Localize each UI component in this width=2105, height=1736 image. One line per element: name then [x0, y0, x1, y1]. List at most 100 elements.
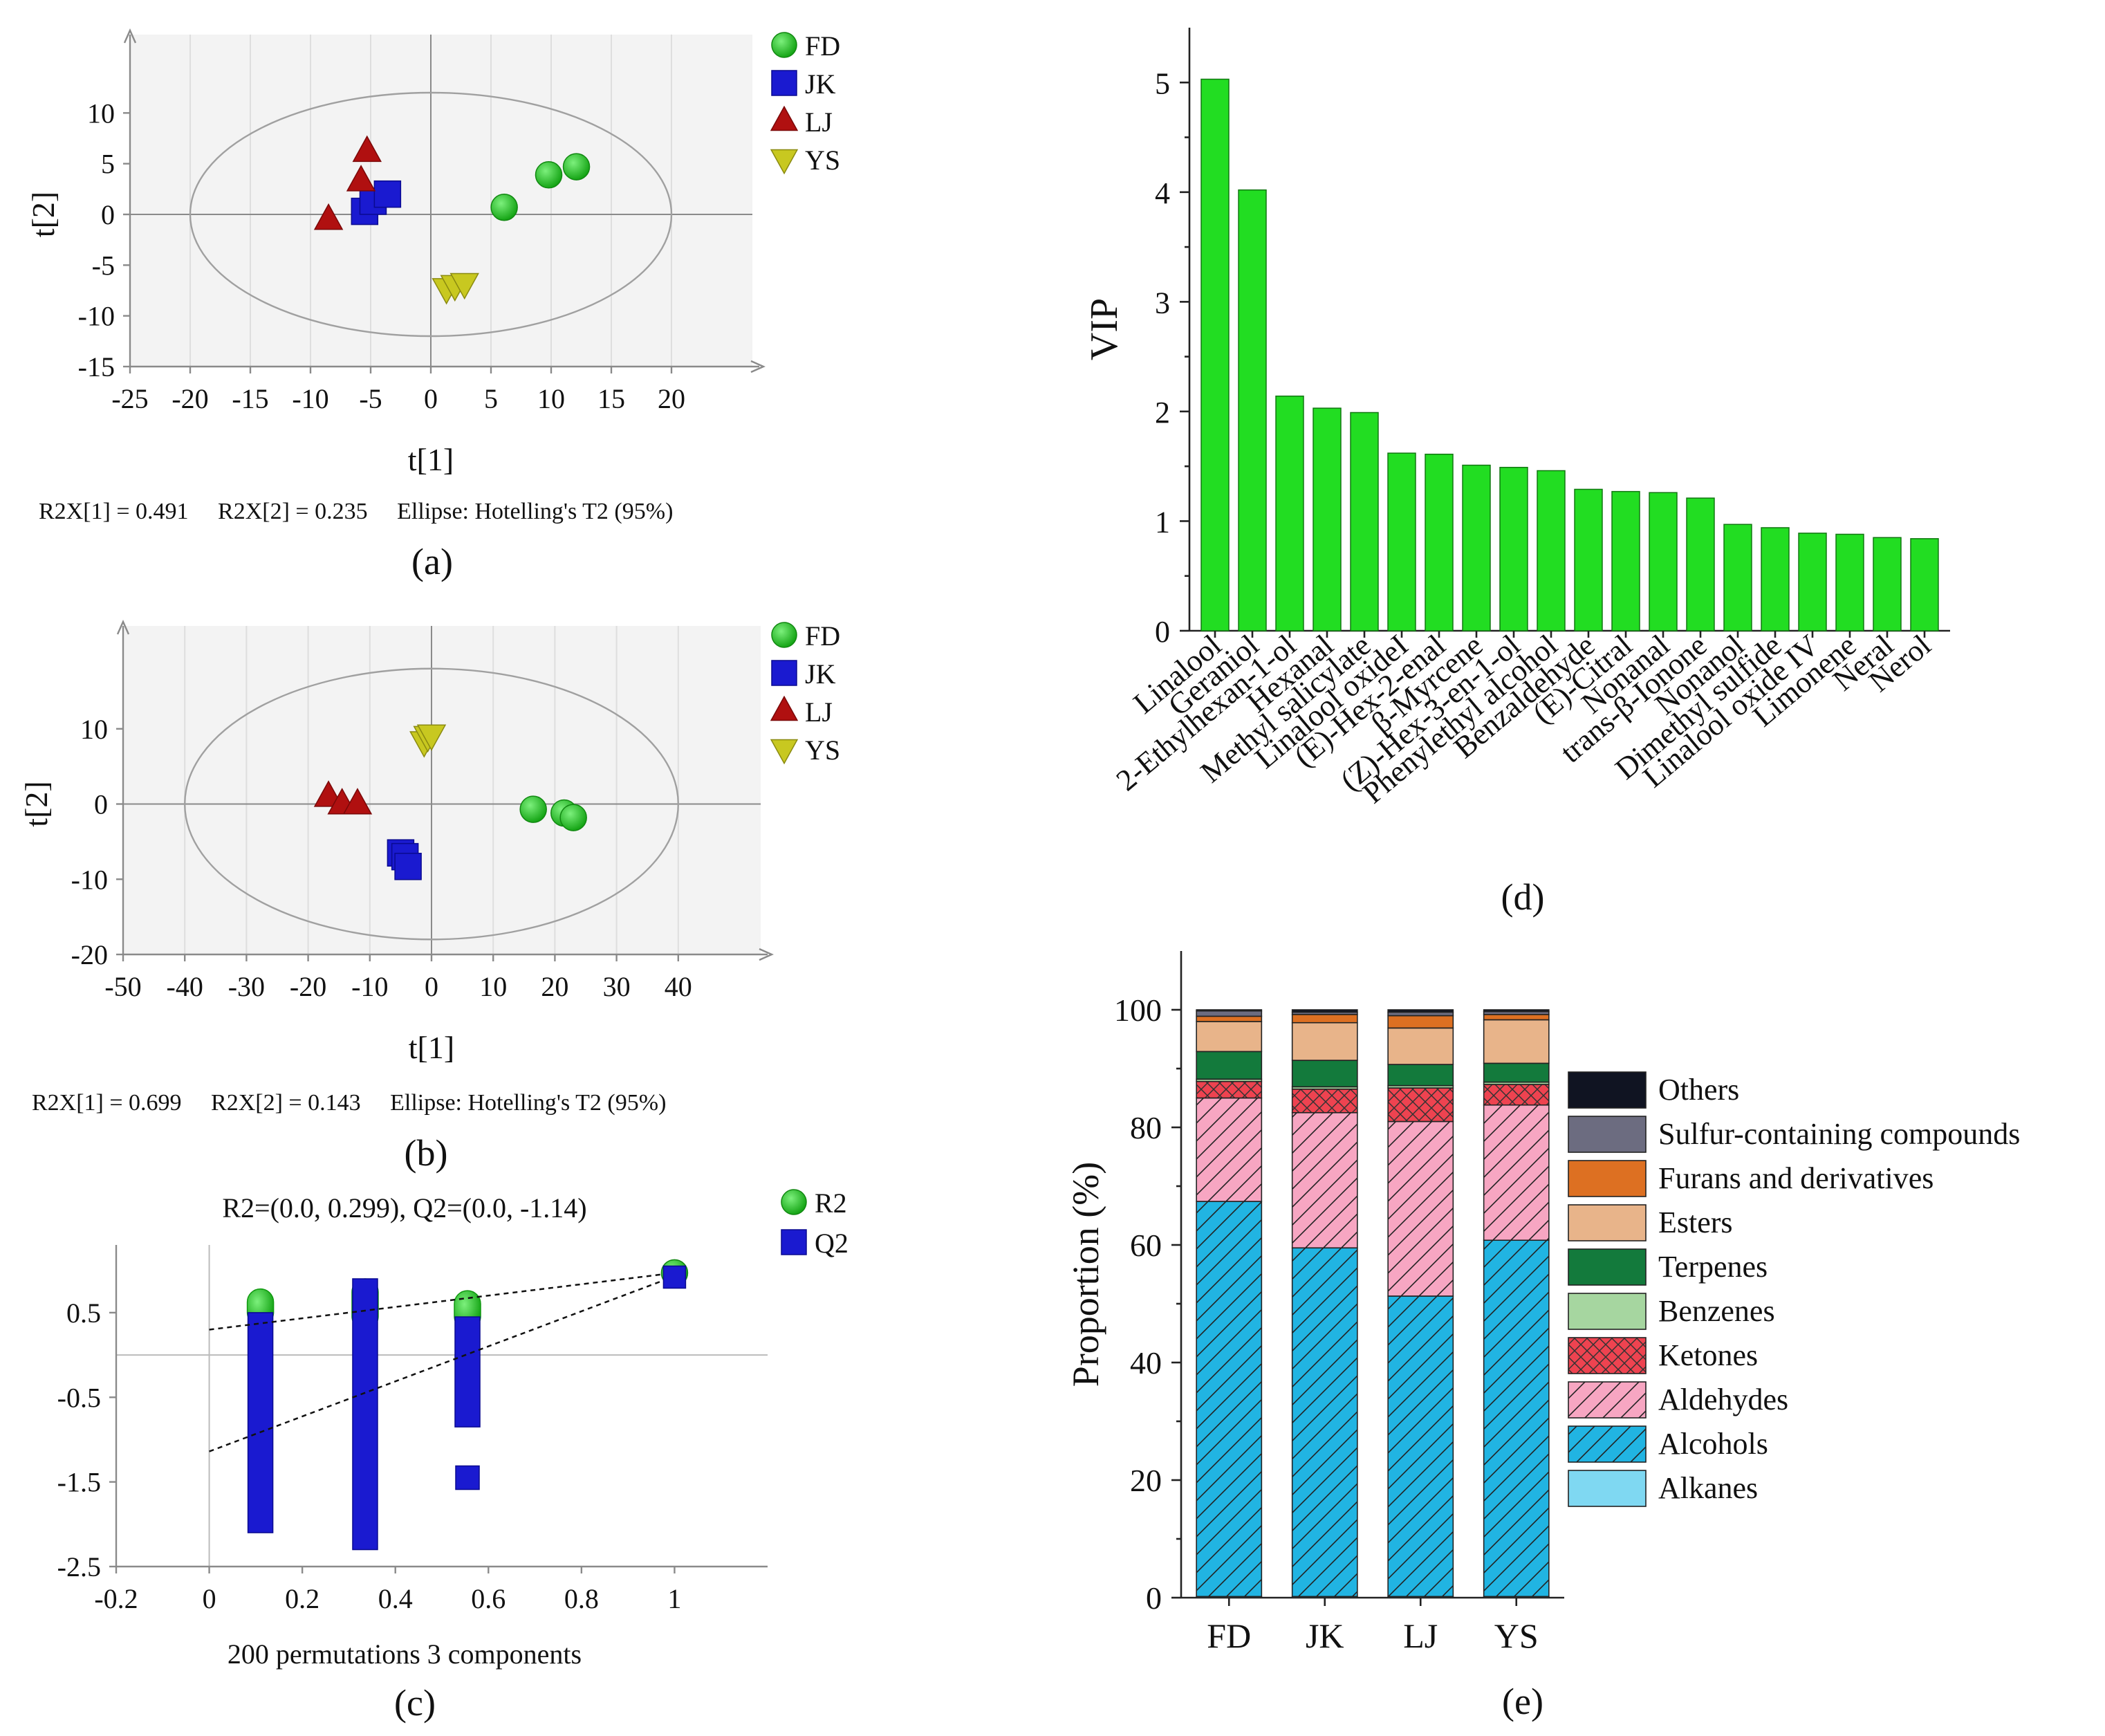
bar-Linalool oxide IV — [1798, 533, 1827, 631]
legend-marker-R2 — [781, 1189, 807, 1215]
legend-label-YS: YS — [805, 145, 840, 176]
x-tick-label: -20 — [290, 971, 326, 1002]
segment-Furans and derivatives-JK — [1291, 1014, 1358, 1024]
y-tick-label: 4 — [1155, 176, 1170, 210]
segment-Sulfur-containing compounds-FD — [1196, 1010, 1263, 1017]
segment-Furans and derivatives-FD — [1196, 1015, 1263, 1022]
point-FD — [490, 193, 518, 221]
x-tick-label: -5 — [359, 383, 382, 414]
bar-Geraniol — [1238, 189, 1267, 631]
bar-Linalool — [1200, 78, 1230, 631]
y-axis-arrow — [116, 620, 130, 635]
q2-permutation-points — [454, 1316, 481, 1428]
segment-Esters-JK — [1291, 1022, 1358, 1061]
segment-Aldehydes-LJ — [1387, 1120, 1454, 1297]
point-YS — [416, 724, 447, 751]
legend-label-Terpenes: Terpenes — [1658, 1250, 1768, 1284]
annotation: R2X[1] = 0.699 R2X[2] = 0.143 Ellipse: H… — [32, 1090, 666, 1116]
y-tick-label: -10 — [71, 864, 108, 895]
y-tick-label: 0 — [94, 789, 108, 820]
legend-label-LJ: LJ — [805, 107, 833, 138]
annotation: R2X[1] = 0.491 R2X[2] = 0.235 Ellipse: H… — [39, 499, 673, 524]
bar-(Z)-Hex-3-en-1-ol — [1499, 467, 1528, 631]
x-tick-label: JK — [1306, 1616, 1344, 1655]
segment-Others-FD — [1196, 1009, 1263, 1012]
legend-label-Q2: Q2 — [815, 1228, 849, 1259]
hotelling-ellipse — [189, 91, 673, 338]
legend-label-FD: FD — [805, 30, 840, 62]
bar-Dimethyl sulfide — [1761, 527, 1790, 631]
segment-Aldehydes-YS — [1483, 1104, 1550, 1241]
x-tick-label: 0.2 — [285, 1583, 319, 1614]
bar-Nonanol — [1723, 524, 1752, 631]
segment-Ketones-YS — [1483, 1084, 1550, 1106]
legend-marker-YS — [770, 739, 799, 765]
bar-Benzaldehyde — [1574, 488, 1603, 631]
bar-Neral — [1873, 537, 1902, 631]
x-tick-label: 0 — [424, 383, 438, 414]
legend-label-JK: JK — [805, 68, 836, 100]
y-tick-label: -2.5 — [57, 1551, 101, 1582]
legend-swatch-Terpenes — [1568, 1248, 1647, 1286]
legend-swatch-Others — [1568, 1071, 1647, 1109]
segment-Terpenes-FD — [1196, 1051, 1263, 1080]
legend-label-Sulfur-containing compounds: Sulfur-containing compounds — [1658, 1117, 2020, 1151]
q2-point — [455, 1465, 480, 1490]
x-tick-label: -0.2 — [94, 1583, 138, 1614]
point-JK — [373, 180, 402, 208]
y-axis-title: VIP — [1083, 298, 1126, 360]
x-tick-label: 0 — [203, 1583, 216, 1614]
y-tick-label: 5 — [101, 149, 115, 180]
y-tick-label: 2 — [1155, 396, 1170, 430]
y-axis-arrow — [123, 28, 137, 44]
y-tick-label: 10 — [80, 714, 108, 745]
bar-Nonanal — [1649, 492, 1678, 631]
y-tick-label: -15 — [78, 351, 115, 382]
panel-a: -25 -20 -15 -10 -5 0 5 10 15 20 10 5 0 -5 -10 -15 t[1] t[… — [26, 28, 840, 582]
legend-label-Ketones: Ketones — [1658, 1338, 1758, 1372]
plot-area — [130, 35, 752, 367]
x-tick-label: -15 — [232, 383, 268, 414]
legend-label-FD: FD — [805, 620, 840, 652]
legend-label-YS: YS — [805, 735, 840, 766]
bar-Hexanal — [1313, 407, 1342, 631]
legend-swatch-Ketones — [1568, 1337, 1647, 1374]
segment-Terpenes-JK — [1291, 1060, 1358, 1088]
x-tick-label: 15 — [597, 383, 625, 414]
y-tick-label: 80 — [1130, 1110, 1162, 1145]
legend-swatch-Benzenes — [1568, 1293, 1647, 1330]
legend-marker-JK — [771, 70, 797, 96]
y-tick-label: 20 — [1130, 1463, 1162, 1498]
segment-Esters-YS — [1483, 1019, 1550, 1064]
x-tick-label: 40 — [665, 971, 692, 1002]
x-tick-label: 5 — [484, 383, 498, 414]
bar-Nerol — [1910, 538, 1939, 631]
chart-title: R2=(0.0, 0.299), Q2=(0.0, -1.14) — [222, 1192, 586, 1223]
y-axis-title: Proportion (%) — [1065, 1162, 1106, 1387]
segment-Others-JK — [1291, 1009, 1358, 1013]
y-tick-label: -1.5 — [57, 1467, 101, 1498]
q2-permutation-points — [352, 1278, 378, 1551]
legend-swatch-Alkanes — [1568, 1470, 1647, 1507]
legend-label-LJ: LJ — [805, 696, 833, 728]
plot-area — [123, 626, 761, 954]
legend-label-R2: R2 — [815, 1188, 847, 1219]
segment-Alcohols-YS — [1483, 1239, 1550, 1598]
x-tick-label: -10 — [351, 971, 388, 1002]
segment-Furans and derivatives-YS — [1483, 1014, 1550, 1021]
y-tick-label: 60 — [1130, 1228, 1162, 1263]
segment-Ketones-FD — [1196, 1080, 1263, 1099]
panel-label: (e) — [1502, 1681, 1543, 1722]
x-tick-label: 0.8 — [564, 1583, 599, 1614]
x-tick-label: 10 — [479, 971, 507, 1002]
legend-label-Alkanes: Alkanes — [1658, 1471, 1758, 1505]
bar-trans-β-Ionone — [1686, 497, 1715, 631]
x-tick-label: 1 — [667, 1583, 681, 1614]
y-tick-label: 40 — [1130, 1345, 1162, 1381]
q2-original-point — [662, 1265, 687, 1289]
legend-swatch-Furans and derivatives — [1568, 1160, 1647, 1197]
x-tick-label: 0 — [425, 971, 438, 1002]
legend-marker-Q2 — [781, 1229, 807, 1255]
segment-Ketones-LJ — [1387, 1087, 1454, 1123]
bar-Methyl salicylate — [1350, 412, 1379, 631]
